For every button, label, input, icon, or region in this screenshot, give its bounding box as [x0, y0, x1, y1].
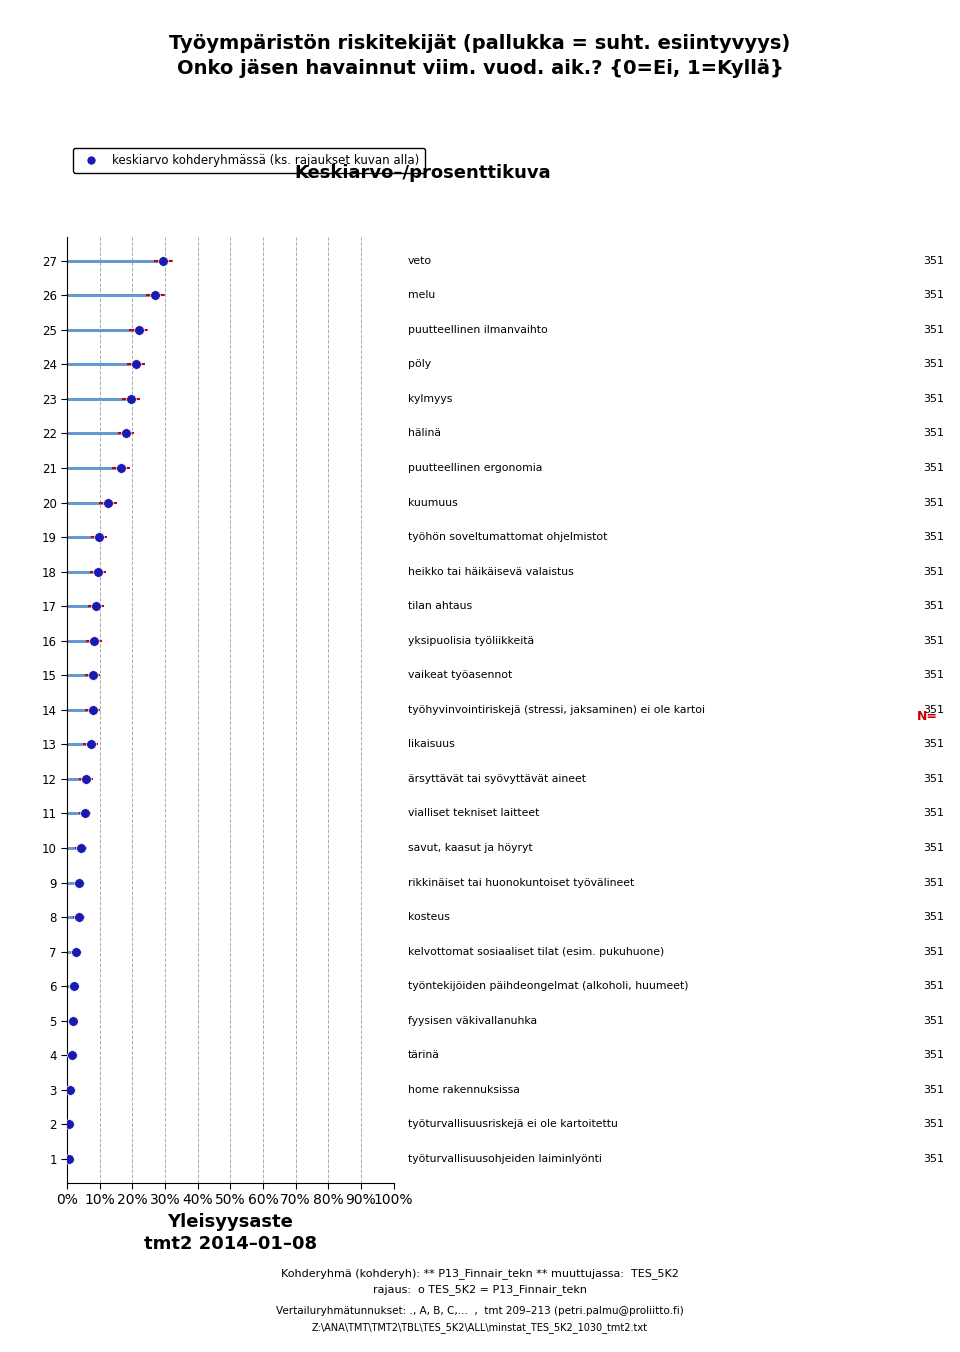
Text: yksipuolisia työliikkeitä: yksipuolisia työliikkeitä: [408, 635, 534, 646]
Text: melu: melu: [408, 291, 435, 300]
Text: hälinä: hälinä: [408, 429, 441, 438]
Text: heikko tai häikäisevä valaistus: heikko tai häikäisevä valaistus: [408, 566, 574, 577]
Text: 351: 351: [924, 913, 945, 922]
Text: tärinä: tärinä: [408, 1051, 440, 1060]
Text: 351: 351: [924, 877, 945, 887]
Text: puutteellinen ilmanvaihto: puutteellinen ilmanvaihto: [408, 324, 548, 335]
Text: 351: 351: [924, 393, 945, 404]
Text: Kohderyhmä (kohderyh): ** P13_Finnair_tekn ** muuttujassa:  TES_5K2: Kohderyhmä (kohderyh): ** P13_Finnair_te…: [281, 1268, 679, 1279]
Text: 351: 351: [924, 324, 945, 335]
Text: 351: 351: [924, 1084, 945, 1095]
Text: kylmyys: kylmyys: [408, 393, 452, 404]
Text: 351: 351: [924, 808, 945, 818]
Text: N=: N=: [917, 710, 938, 723]
Text: 351: 351: [924, 842, 945, 853]
Text: Z:\ANA\TMT\TMT2\TBL\TES_5K2\ALL\minstat_TES_5K2_1030_tmt2.txt: Z:\ANA\TMT\TMT2\TBL\TES_5K2\ALL\minstat_…: [312, 1322, 648, 1333]
Text: 351: 351: [924, 982, 945, 991]
Text: 351: 351: [924, 704, 945, 715]
Text: Työympäristön riskitekijät (pallukka = suht. esiintyvyys): Työympäristön riskitekijät (pallukka = s…: [169, 34, 791, 53]
Text: vaikeat työasennot: vaikeat työasennot: [408, 671, 513, 680]
Text: 351: 351: [924, 1119, 945, 1129]
Text: työhyvinvointiriskejä (stressi, jaksaminen) ei ole kartoi: työhyvinvointiriskejä (stressi, jaksamin…: [408, 704, 705, 715]
Text: 351: 351: [924, 671, 945, 680]
Text: 351: 351: [924, 429, 945, 438]
Text: vialliset tekniset laitteet: vialliset tekniset laitteet: [408, 808, 540, 818]
Text: 351: 351: [924, 635, 945, 646]
Text: 351: 351: [924, 291, 945, 300]
Text: pöly: pöly: [408, 360, 431, 369]
Text: 351: 351: [924, 1153, 945, 1164]
Text: 351: 351: [924, 566, 945, 577]
Text: puutteellinen ergonomia: puutteellinen ergonomia: [408, 462, 542, 473]
Text: 351: 351: [924, 360, 945, 369]
Text: työturvallisuusohjeiden laiminlyönti: työturvallisuusohjeiden laiminlyönti: [408, 1153, 602, 1164]
Text: tmt2 2014–01–08: tmt2 2014–01–08: [144, 1234, 317, 1253]
Text: savut, kaasut ja höyryt: savut, kaasut ja höyryt: [408, 842, 533, 853]
Text: 351: 351: [924, 1015, 945, 1026]
Text: 351: 351: [924, 946, 945, 957]
Text: ärsyttävät tai syövyttävät aineet: ärsyttävät tai syövyttävät aineet: [408, 773, 586, 784]
Text: kuumuus: kuumuus: [408, 498, 458, 507]
Text: työhön soveltumattomat ohjelmistot: työhön soveltumattomat ohjelmistot: [408, 533, 608, 542]
Text: 351: 351: [924, 602, 945, 611]
Legend: keskiarvo kohderyhmässä (ks. rajaukset kuvan alla): keskiarvo kohderyhmässä (ks. rajaukset k…: [73, 147, 425, 173]
Text: fyysisen väkivallanuhka: fyysisen väkivallanuhka: [408, 1015, 538, 1026]
Text: työntekijöiden päihdeongelmat (alkoholi, huumeet): työntekijöiden päihdeongelmat (alkoholi,…: [408, 982, 688, 991]
Text: likaisuus: likaisuus: [408, 740, 455, 749]
Text: Vertailuryhmätunnukset: ., A, B, C,...  ,  tmt 209–213 (petri.palmu@proliitto.fi: Vertailuryhmätunnukset: ., A, B, C,... ,…: [276, 1306, 684, 1317]
Text: home rakennuksissa: home rakennuksissa: [408, 1084, 520, 1095]
Text: 351: 351: [924, 462, 945, 473]
Text: veto: veto: [408, 256, 432, 266]
Text: Yleisyysaste: Yleisyysaste: [167, 1213, 294, 1232]
Text: 351: 351: [924, 256, 945, 266]
Text: 351: 351: [924, 740, 945, 749]
Text: Keskiarvo–/prosenttikuva: Keskiarvo–/prosenttikuva: [294, 164, 551, 183]
Text: 351: 351: [924, 533, 945, 542]
Text: rajaus:  o TES_5K2 = P13_Finnair_tekn: rajaus: o TES_5K2 = P13_Finnair_tekn: [373, 1284, 587, 1295]
Text: 351: 351: [924, 773, 945, 784]
Text: kelvottomat sosiaaliset tilat (esim. pukuhuone): kelvottomat sosiaaliset tilat (esim. puk…: [408, 946, 664, 957]
Text: 351: 351: [924, 498, 945, 507]
Text: tilan ahtaus: tilan ahtaus: [408, 602, 472, 611]
Text: Onko jäsen havainnut viim. vuod. aik.? {0=Ei, 1=Kyllä}: Onko jäsen havainnut viim. vuod. aik.? {…: [177, 59, 783, 78]
Text: 351: 351: [924, 1051, 945, 1060]
Text: rikkinäiset tai huonokuntoiset työvälineet: rikkinäiset tai huonokuntoiset työväline…: [408, 877, 635, 887]
Text: työturvallisuusriskejä ei ole kartoitettu: työturvallisuusriskejä ei ole kartoitett…: [408, 1119, 618, 1129]
Text: kosteus: kosteus: [408, 913, 450, 922]
